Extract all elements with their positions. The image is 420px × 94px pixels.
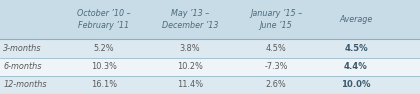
Text: 4.4%: 4.4%	[344, 62, 368, 71]
Text: May ’13 –
December ’13: May ’13 – December ’13	[162, 9, 218, 30]
Text: 10.0%: 10.0%	[341, 80, 371, 89]
Text: -7.3%: -7.3%	[265, 62, 288, 71]
Text: 3-months: 3-months	[3, 44, 42, 53]
Text: 12-months: 12-months	[3, 80, 47, 89]
Text: 10.2%: 10.2%	[177, 62, 203, 71]
Text: January ’15 –
June ’15: January ’15 – June ’15	[250, 9, 302, 30]
Text: 5.2%: 5.2%	[94, 44, 114, 53]
Bar	[0, 39, 420, 58]
Bar	[0, 0, 420, 39]
Text: 16.1%: 16.1%	[91, 80, 117, 89]
Text: 3.8%: 3.8%	[180, 44, 200, 53]
Bar	[0, 76, 420, 94]
Text: 11.4%: 11.4%	[177, 80, 203, 89]
Text: October ’10 –
February ’11: October ’10 – February ’11	[77, 9, 131, 30]
Text: 4.5%: 4.5%	[266, 44, 286, 53]
Text: 4.5%: 4.5%	[344, 44, 368, 53]
Text: Average: Average	[339, 15, 373, 24]
Bar	[0, 58, 420, 76]
Text: 10.3%: 10.3%	[91, 62, 117, 71]
Text: 6-months: 6-months	[3, 62, 42, 71]
Text: 2.6%: 2.6%	[266, 80, 286, 89]
